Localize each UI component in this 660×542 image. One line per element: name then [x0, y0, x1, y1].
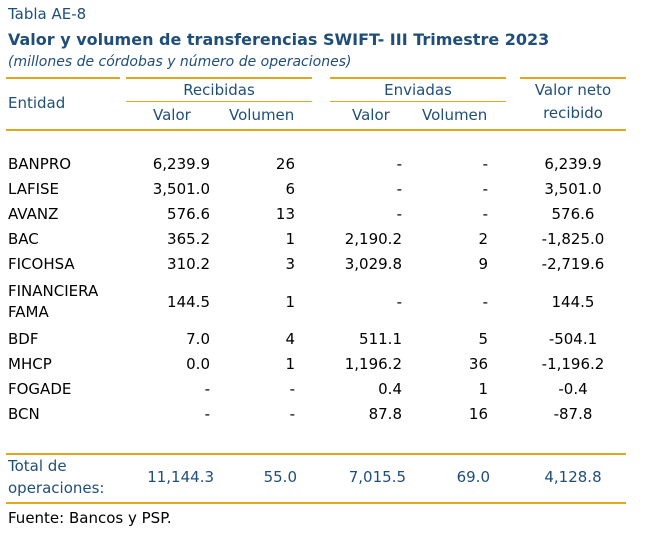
header-enviadas: Enviadas: [384, 81, 452, 99]
row-env-volumen: -: [482, 155, 488, 173]
row-entidad: BAC: [8, 230, 39, 248]
row-rec-volumen: 3: [285, 255, 295, 273]
row-env-volumen: -: [482, 293, 488, 311]
row-rec-volumen: -: [289, 405, 295, 423]
row-rec-valor: 310.2: [167, 255, 210, 273]
row-rec-valor: 6,239.9: [152, 155, 210, 173]
header-entidad: Entidad: [8, 94, 66, 112]
header-recibidas: Recibidas: [183, 81, 255, 99]
row-rec-volumen: 1: [285, 293, 295, 311]
row-rec-volumen: 4: [285, 330, 295, 348]
row-entidad: BCN: [8, 405, 40, 423]
top-rule-recibidas: [126, 77, 312, 79]
row-env-valor: -: [396, 205, 402, 223]
table-tag: Tabla AE-8: [8, 5, 87, 23]
row-entidad: FINANCIERA: [8, 282, 99, 300]
row-neto: 3,501.0: [544, 180, 602, 198]
group-rule-recibidas: [126, 101, 312, 102]
header-rec-valor: Valor: [153, 106, 191, 124]
row-rec-valor: -: [204, 380, 210, 398]
row-rec-volumen: 1: [285, 230, 295, 248]
total-label-2: operaciones:: [8, 479, 105, 497]
row-env-valor: 511.1: [359, 330, 402, 348]
row-entidad: BANPRO: [8, 155, 72, 173]
header-env-volumen: Volumen: [422, 106, 488, 124]
total-label: Total de: [8, 457, 67, 475]
top-rule-enviadas: [330, 77, 506, 79]
row-rec-volumen: 26: [275, 155, 295, 173]
row-env-valor: 3,029.8: [344, 255, 402, 273]
table-subtitle: (millones de córdobas y número de operac…: [8, 54, 352, 70]
row-neto: 6,239.9: [544, 155, 602, 173]
row-env-volumen: 16: [468, 405, 488, 423]
row-entidad: MHCP: [8, 355, 52, 373]
row-entidad: BDF: [8, 330, 39, 348]
row-env-volumen: -: [482, 205, 488, 223]
row-env-valor: 0.4: [378, 380, 402, 398]
table-title: Valor y volumen de transferencias SWIFT-…: [8, 30, 550, 49]
row-env-volumen: 1: [478, 380, 488, 398]
row-entidad: FICOHSA: [8, 255, 75, 273]
top-rule-neto: [520, 77, 626, 79]
row-env-valor: -: [396, 155, 402, 173]
row-env-volumen: 2: [478, 230, 488, 248]
row-neto: -2,719.6: [541, 255, 605, 273]
row-env-volumen: 9: [478, 255, 488, 273]
source-note: Fuente: Bancos y PSP.: [8, 509, 172, 527]
row-neto: -504.1: [548, 330, 598, 348]
row-neto: -1,825.0: [541, 230, 605, 248]
total-rule-bottom: [6, 502, 626, 504]
row-neto: -1,196.2: [541, 355, 605, 373]
row-rec-valor: 3,501.0: [152, 180, 210, 198]
total-neto: 4,128.8: [544, 468, 602, 486]
row-env-valor: 2,190.2: [344, 230, 402, 248]
row-entidad: AVANZ: [8, 205, 59, 223]
row-rec-valor: -: [204, 405, 210, 423]
top-rule: [6, 77, 120, 79]
header-valor-neto-2: recibido: [543, 104, 603, 122]
row-env-volumen: -: [482, 180, 488, 198]
row-rec-valor: 0.0: [186, 355, 210, 373]
row-rec-volumen: -: [289, 380, 295, 398]
total-env-valor: 7,015.5: [348, 468, 406, 486]
row-neto: -87.8: [553, 405, 593, 423]
total-env-volumen: 69.0: [456, 468, 490, 486]
header-rule: [6, 129, 626, 131]
header-rec-volumen: Volumen: [229, 106, 295, 124]
row-entidad: LAFISE: [8, 180, 60, 198]
row-rec-valor: 576.6: [167, 205, 210, 223]
row-env-valor: -: [396, 293, 402, 311]
header-env-valor: Valor: [352, 106, 390, 124]
row-env-volumen: 5: [478, 330, 488, 348]
total-rec-volumen: 55.0: [263, 468, 297, 486]
row-rec-valor: 7.0: [186, 330, 210, 348]
row-neto: 576.6: [551, 205, 595, 223]
row-rec-volumen: 13: [275, 205, 295, 223]
row-rec-valor: 144.5: [167, 293, 210, 311]
row-entidad: FOGADE: [8, 380, 72, 398]
row-rec-valor: 365.2: [167, 230, 210, 248]
row-env-valor: 1,196.2: [344, 355, 402, 373]
total-rec-valor: 11,144.3: [147, 468, 214, 486]
group-rule-enviadas: [330, 101, 506, 102]
header-valor-neto: Valor neto: [534, 81, 612, 99]
row-neto: 144.5: [551, 293, 595, 311]
row-neto: -0.4: [558, 380, 588, 398]
row-env-volumen: 36: [468, 355, 488, 373]
row-rec-volumen: 1: [285, 355, 295, 373]
total-rule-top: [6, 453, 626, 455]
row-env-valor: -: [396, 180, 402, 198]
row-env-valor: 87.8: [368, 405, 402, 423]
row-rec-volumen: 6: [285, 180, 295, 198]
row-entidad-2: FAMA: [8, 303, 49, 321]
